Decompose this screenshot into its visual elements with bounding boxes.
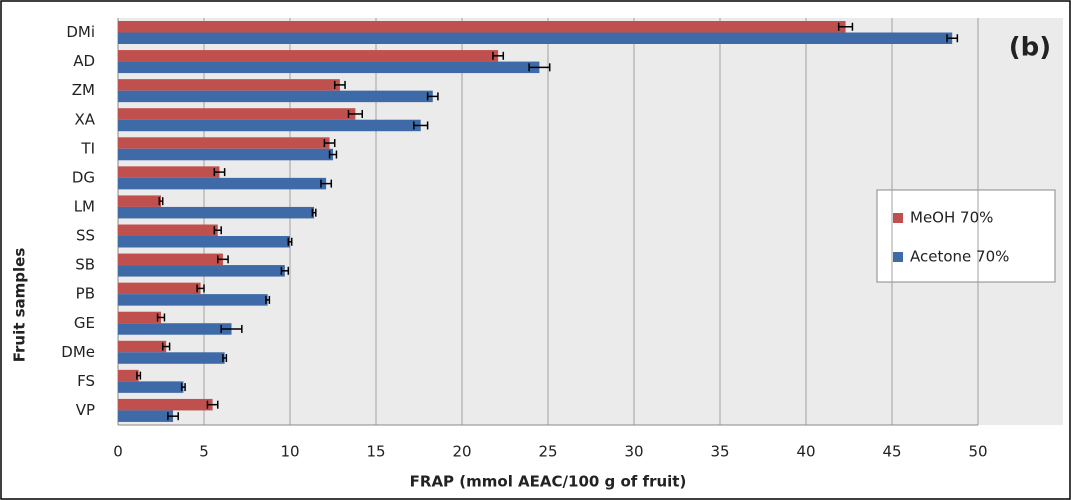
x-tick-label: 35 (710, 443, 729, 461)
error-bar (161, 342, 171, 351)
bar (118, 195, 161, 207)
y-tick-label: ZM (72, 81, 95, 99)
error-bar (328, 150, 338, 159)
bar (118, 90, 433, 103)
bar (118, 119, 421, 132)
error-bar (426, 92, 439, 101)
legend (876, 189, 1056, 283)
x-tick-label: 5 (199, 443, 209, 461)
error-bar (492, 51, 505, 60)
y-tick-label: PB (76, 285, 95, 303)
error-bar (413, 121, 429, 130)
error-bar (217, 255, 229, 264)
x-tick-label: 15 (366, 443, 385, 461)
bar (118, 50, 499, 62)
legend-swatch (893, 252, 903, 262)
y-tick-label: FS (77, 372, 95, 390)
error-bar (280, 266, 290, 275)
y-tick-label: GE (74, 314, 95, 332)
error-bar (136, 371, 142, 380)
legend-label: MeOH 70% (910, 209, 993, 227)
x-tick-label: 10 (280, 443, 299, 461)
panel-label: (b) (1009, 33, 1051, 63)
bar (118, 148, 333, 161)
x-tick-label: 0 (113, 443, 123, 461)
error-bar (837, 22, 854, 31)
x-tick-label: 45 (882, 443, 901, 461)
error-bar (213, 168, 226, 177)
error-bar (320, 179, 333, 188)
y-tick-label: SB (75, 256, 95, 274)
bar (118, 265, 285, 277)
bar (118, 323, 232, 335)
error-bar (311, 208, 317, 217)
legend-label: Acetone 70% (910, 248, 1009, 266)
error-bar (220, 324, 243, 333)
y-tick-label: DG (72, 168, 95, 186)
error-bar (167, 412, 179, 421)
bar (118, 224, 218, 236)
error-bar (213, 226, 222, 235)
y-tick-label: DMi (66, 23, 95, 41)
y-tick-label: LM (74, 197, 95, 215)
bar (118, 398, 213, 411)
bar (118, 253, 223, 266)
error-bar (156, 313, 166, 322)
bar (118, 206, 315, 219)
bar (118, 137, 330, 149)
bar (118, 352, 225, 364)
bar (118, 61, 540, 74)
bar (118, 177, 327, 190)
bar (118, 166, 220, 178)
bar (118, 32, 953, 44)
bar (118, 369, 139, 382)
x-tick-label: 40 (796, 443, 815, 461)
legend-swatch (893, 213, 903, 223)
bar (118, 236, 290, 248)
error-bar (206, 400, 219, 409)
error-bar (196, 284, 205, 293)
bar (118, 79, 340, 91)
y-tick-label: DMe (61, 343, 95, 361)
x-axis-title: FRAP (mmol AEAC/100 g of fruit) (410, 473, 687, 491)
bar (118, 410, 174, 422)
error-bar (265, 295, 271, 304)
y-tick-label: SS (76, 227, 95, 245)
error-bar (946, 34, 959, 43)
bar (118, 21, 846, 33)
bar (118, 108, 356, 120)
x-tick-label: 20 (452, 443, 471, 461)
y-axis-title: Fruit samples (11, 248, 29, 363)
error-bar (323, 139, 336, 148)
bar (118, 311, 161, 324)
error-bar (528, 63, 551, 72)
error-bar (222, 354, 228, 363)
x-tick-label: 30 (624, 443, 643, 461)
error-bar (287, 237, 293, 246)
bar (118, 282, 201, 295)
bar (118, 340, 167, 353)
y-tick-label: AD (73, 52, 95, 70)
error-bar (180, 383, 186, 392)
x-tick-label: 50 (968, 443, 987, 461)
y-tick-label: XA (74, 110, 95, 128)
x-tick-label: 25 (538, 443, 557, 461)
y-tick-label: VP (76, 401, 95, 419)
error-bar (347, 109, 363, 118)
y-tick-label: TI (80, 139, 95, 157)
error-bar (333, 80, 346, 89)
bar (118, 294, 268, 306)
bar (118, 381, 184, 393)
error-bar (158, 197, 164, 206)
